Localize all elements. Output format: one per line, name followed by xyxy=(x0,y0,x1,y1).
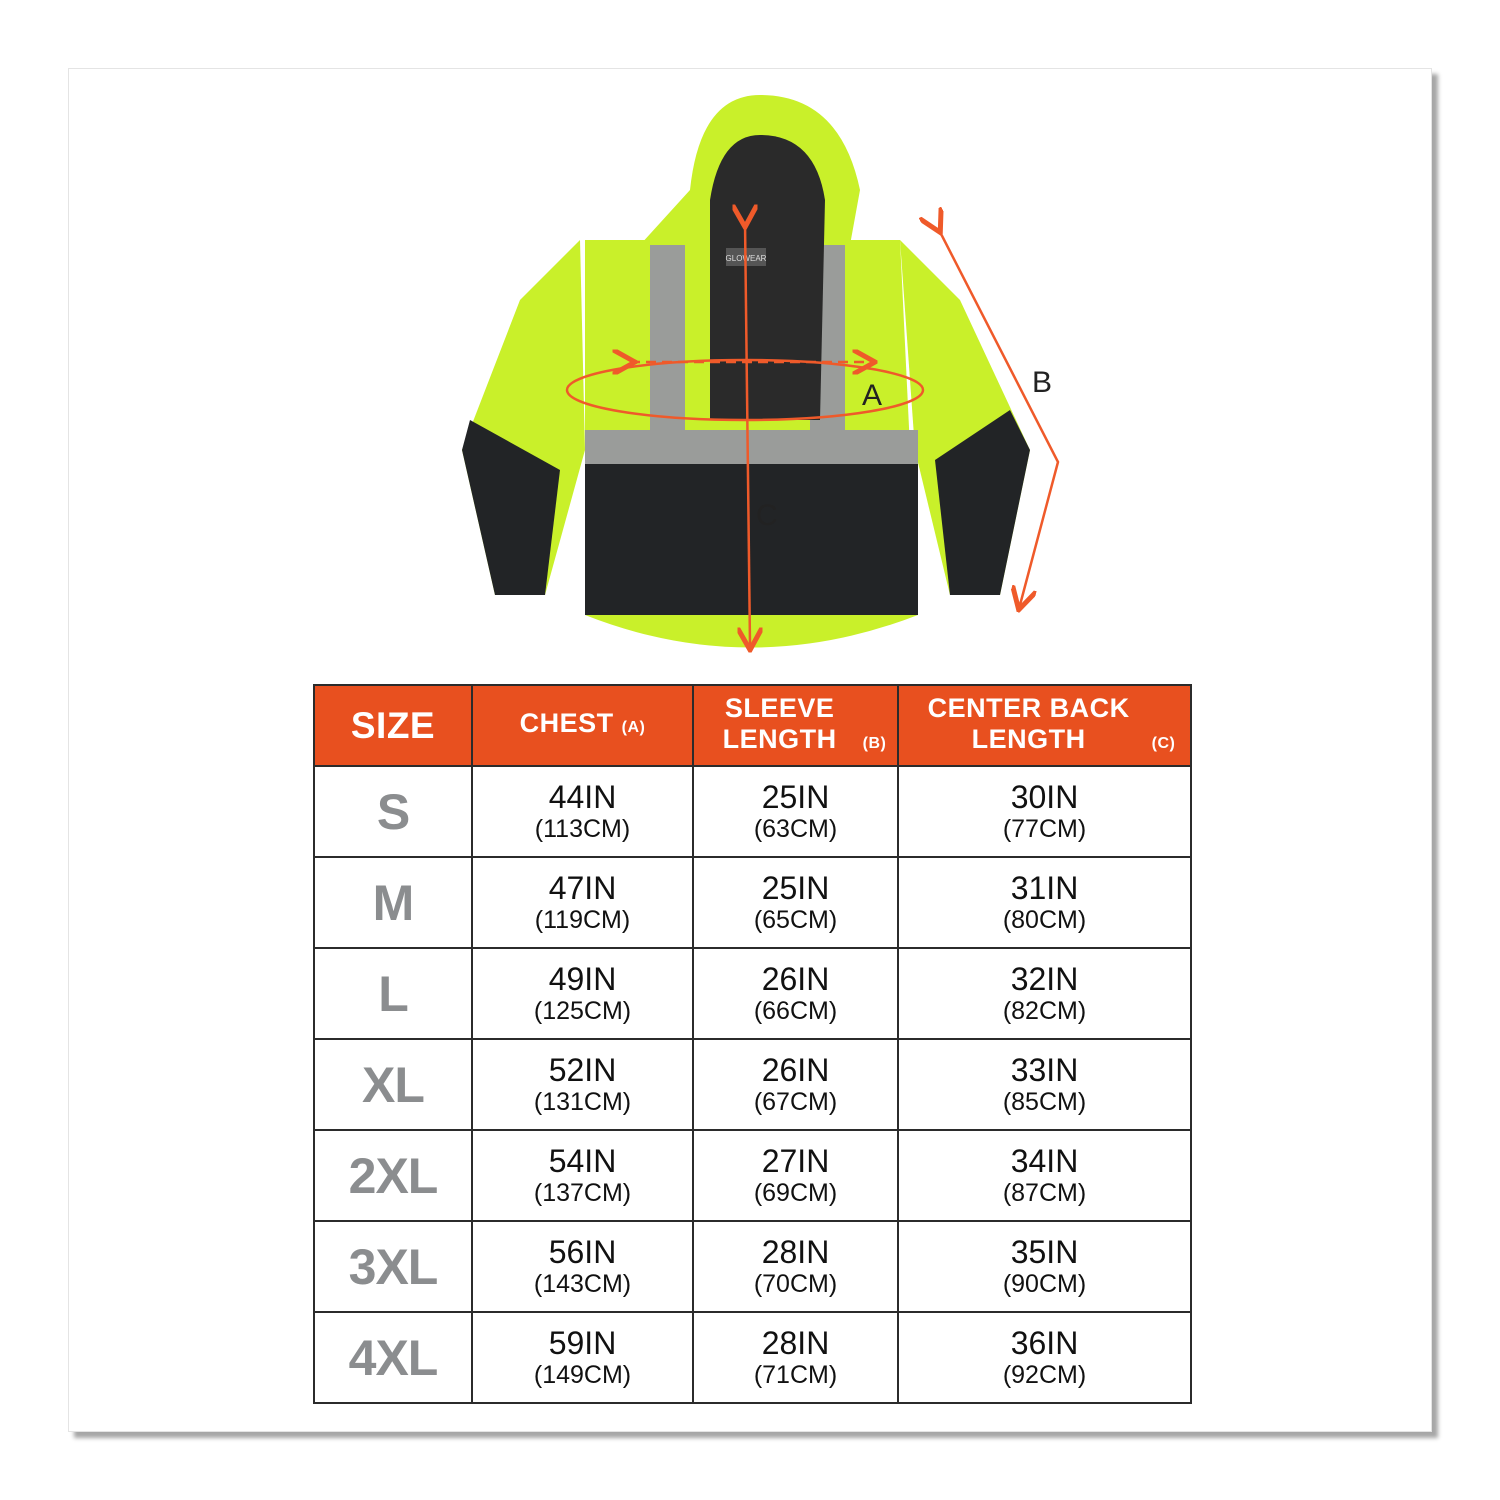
back-cm: (77CM) xyxy=(1002,814,1087,843)
sleeve-cell: 27IN (69CM) xyxy=(692,1129,899,1222)
header-chest: CHEST (A) xyxy=(471,684,694,767)
chest-cm: (125CM) xyxy=(533,996,632,1025)
back-cm: (80CM) xyxy=(1002,905,1087,934)
back-cell: 31IN (80CM) xyxy=(897,856,1192,949)
sleeve-inches: 28IN xyxy=(761,1233,830,1270)
chest-inches: 49IN xyxy=(548,960,617,997)
chest-cell: 47IN (119CM) xyxy=(471,856,694,949)
sleeve-cm: (70CM) xyxy=(753,1269,838,1298)
back-inches: 34IN xyxy=(1010,1142,1079,1179)
sleeve-cm: (71CM) xyxy=(753,1360,838,1389)
table-row: 2XL 54IN (137CM) 27IN (69CM) 34IN (87CM) xyxy=(313,1129,1192,1222)
chest-cm: (113CM) xyxy=(534,814,631,843)
sleeve-arrow xyxy=(938,228,1060,605)
chest-cm: (143CM) xyxy=(533,1269,632,1298)
chest-inches: 59IN xyxy=(548,1324,617,1361)
table-row: 3XL 56IN (143CM) 28IN (70CM) 35IN (90CM) xyxy=(313,1220,1192,1313)
sleeve-cm: (67CM) xyxy=(753,1087,838,1116)
table-header-row: SIZE CHEST (A) SLEEVE LENGTH (B) CENTER … xyxy=(313,684,1192,767)
sleeve-cell: 25IN (65CM) xyxy=(692,856,899,949)
chest-inches: 44IN xyxy=(548,778,617,815)
back-cell: 36IN (92CM) xyxy=(897,1311,1192,1404)
sleeve-cm: (66CM) xyxy=(753,996,838,1025)
chest-inches: 54IN xyxy=(548,1142,617,1179)
back-cell: 34IN (87CM) xyxy=(897,1129,1192,1222)
size-cell: 2XL xyxy=(313,1129,473,1222)
size-cell: 3XL xyxy=(313,1220,473,1313)
back-cell: 35IN (90CM) xyxy=(897,1220,1192,1313)
chest-cm: (149CM) xyxy=(533,1360,632,1389)
sleeve-inches: 26IN xyxy=(761,1051,830,1088)
size-cell: 4XL xyxy=(313,1311,473,1404)
chest-inches: 56IN xyxy=(548,1233,617,1270)
sleeve-cell: 26IN (67CM) xyxy=(692,1038,899,1131)
size-cell: XL xyxy=(313,1038,473,1131)
sleeve-inches: 28IN xyxy=(761,1324,830,1361)
chest-inches: 47IN xyxy=(548,869,617,906)
chest-cm: (131CM) xyxy=(533,1087,632,1116)
back-inches: 36IN xyxy=(1010,1324,1079,1361)
back-cell: 33IN (85CM) xyxy=(897,1038,1192,1131)
size-cell: M xyxy=(313,856,473,949)
size-table: SIZE CHEST (A) SLEEVE LENGTH (B) CENTER … xyxy=(313,684,1192,1404)
back-cm: (85CM) xyxy=(1002,1087,1087,1116)
table-row: L 49IN (125CM) 26IN (66CM) 32IN (82CM) xyxy=(313,947,1192,1040)
table-row: XL 52IN (131CM) 26IN (67CM) 33IN (85CM) xyxy=(313,1038,1192,1131)
back-cm: (87CM) xyxy=(1002,1178,1087,1207)
label-b: B xyxy=(1032,366,1052,399)
sleeve-inches: 25IN xyxy=(761,869,830,906)
back-cm: (92CM) xyxy=(1002,1360,1087,1389)
sleeve-cell: 28IN (70CM) xyxy=(692,1220,899,1313)
chest-cell: 54IN (137CM) xyxy=(471,1129,694,1222)
chest-cell: 44IN (113CM) xyxy=(471,765,694,858)
back-cm: (90CM) xyxy=(1002,1269,1087,1298)
back-inches: 32IN xyxy=(1010,960,1079,997)
sleeve-cell: 26IN (66CM) xyxy=(692,947,899,1040)
back-inches: 35IN xyxy=(1010,1233,1079,1270)
chest-cell: 56IN (143CM) xyxy=(471,1220,694,1313)
back-cell: 30IN (77CM) xyxy=(897,765,1192,858)
chest-cell: 49IN (125CM) xyxy=(471,947,694,1040)
sleeve-cell: 25IN (63CM) xyxy=(692,765,899,858)
back-cell: 32IN (82CM) xyxy=(897,947,1192,1040)
sleeve-inches: 25IN xyxy=(761,778,830,815)
back-inches: 31IN xyxy=(1010,869,1079,906)
chest-inches: 52IN xyxy=(548,1051,617,1088)
sleeve-inches: 27IN xyxy=(761,1142,830,1179)
sleeve-cell: 28IN (71CM) xyxy=(692,1311,899,1404)
chest-cm: (119CM) xyxy=(534,905,631,934)
chest-cell: 52IN (131CM) xyxy=(471,1038,694,1131)
header-back: CENTER BACK LENGTH (C) xyxy=(897,684,1192,767)
back-cm: (82CM) xyxy=(1002,996,1087,1025)
header-sleeve: SLEEVE LENGTH (B) xyxy=(692,684,899,767)
back-inches: 33IN xyxy=(1010,1051,1079,1088)
table-row: 4XL 59IN (149CM) 28IN (71CM) 36IN (92CM) xyxy=(313,1311,1192,1404)
chest-cell: 59IN (149CM) xyxy=(471,1311,694,1404)
label-a: A xyxy=(862,379,882,412)
sleeve-cm: (63CM) xyxy=(753,814,838,843)
size-cell: L xyxy=(313,947,473,1040)
sleeve-cm: (69CM) xyxy=(753,1178,838,1207)
sleeve-cm: (65CM) xyxy=(753,905,838,934)
header-size: SIZE xyxy=(313,684,473,767)
back-inches: 30IN xyxy=(1010,778,1079,815)
label-c: C xyxy=(756,499,778,532)
sleeve-inches: 26IN xyxy=(761,960,830,997)
jacket-diagram: GLOWEAR A B C xyxy=(462,95,1060,670)
chest-cm: (137CM) xyxy=(533,1178,632,1207)
table-row: M 47IN (119CM) 25IN (65CM) 31IN (80CM) xyxy=(313,856,1192,949)
size-cell: S xyxy=(313,765,473,858)
back-length-arrow xyxy=(745,222,750,645)
table-row: S 44IN (113CM) 25IN (63CM) 30IN (77CM) xyxy=(313,765,1192,858)
